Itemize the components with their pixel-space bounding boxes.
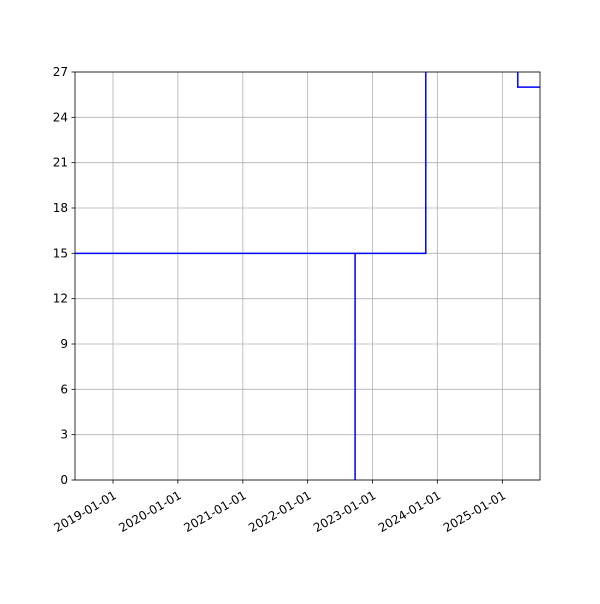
series-line-1: [355, 72, 427, 255]
x-tick-label: 2021-01-01: [181, 488, 248, 535]
x-tick-label: 2025-01-01: [441, 488, 508, 535]
x-tick-label: 2020-01-01: [116, 488, 183, 535]
y-tick-label: 27: [53, 65, 68, 79]
y-tick-label: 18: [53, 201, 68, 215]
x-axis: 2019-01-012020-01-012021-01-012022-01-01…: [52, 480, 508, 535]
y-tick-label: 3: [60, 428, 68, 442]
x-tick-label: 2022-01-01: [246, 488, 313, 535]
y-tick-label: 21: [53, 156, 68, 170]
plot-series: [75, 72, 540, 480]
y-tick-label: 0: [60, 473, 68, 487]
y-tick-label: 24: [53, 110, 68, 124]
x-tick-label: 2023-01-01: [311, 488, 378, 535]
x-tick-label: 2019-01-01: [52, 488, 119, 535]
series-line-0: [75, 252, 356, 480]
y-tick-label: 12: [53, 292, 68, 306]
series-line-2: [517, 72, 540, 88]
y-axis: 0 3 6 9 12 15 18 21 24 27: [53, 65, 75, 487]
y-tick-label: 6: [60, 382, 68, 396]
grid: [75, 71, 540, 481]
x-tick-label: 2024-01-01: [376, 488, 443, 535]
y-tick-label: 15: [53, 246, 68, 260]
y-tick-label: 9: [60, 337, 68, 351]
